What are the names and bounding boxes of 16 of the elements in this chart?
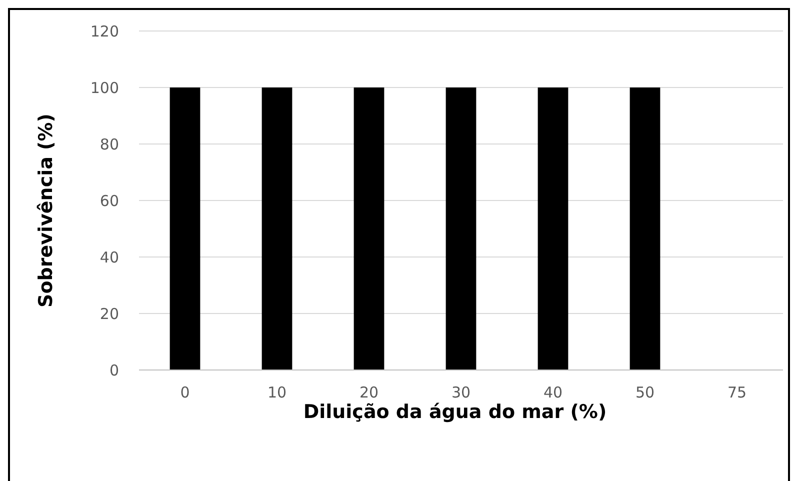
y-tick-label: 60 bbox=[100, 192, 119, 210]
x-tick-label: 20 bbox=[359, 383, 379, 402]
y-tick-label: 40 bbox=[100, 248, 119, 266]
x-tick-label: 30 bbox=[451, 383, 471, 402]
y-axis-title: Sobrevivência (%) bbox=[35, 114, 57, 308]
y-tick-label: 20 bbox=[100, 304, 119, 323]
y-tick-label: 0 bbox=[109, 361, 119, 380]
x-tick-label: 0 bbox=[180, 383, 190, 402]
x-tick-label: 10 bbox=[267, 383, 287, 402]
x-tick-label: 50 bbox=[635, 383, 655, 402]
y-tick-label: 80 bbox=[100, 135, 119, 154]
x-tick-label: 75 bbox=[727, 383, 747, 402]
x-tick-label: 40 bbox=[543, 383, 563, 402]
y-tick-label: 100 bbox=[90, 78, 119, 97]
x-axis-title: Diluição da água do mar (%) bbox=[303, 401, 607, 423]
y-tick-label: 120 bbox=[90, 22, 119, 40]
